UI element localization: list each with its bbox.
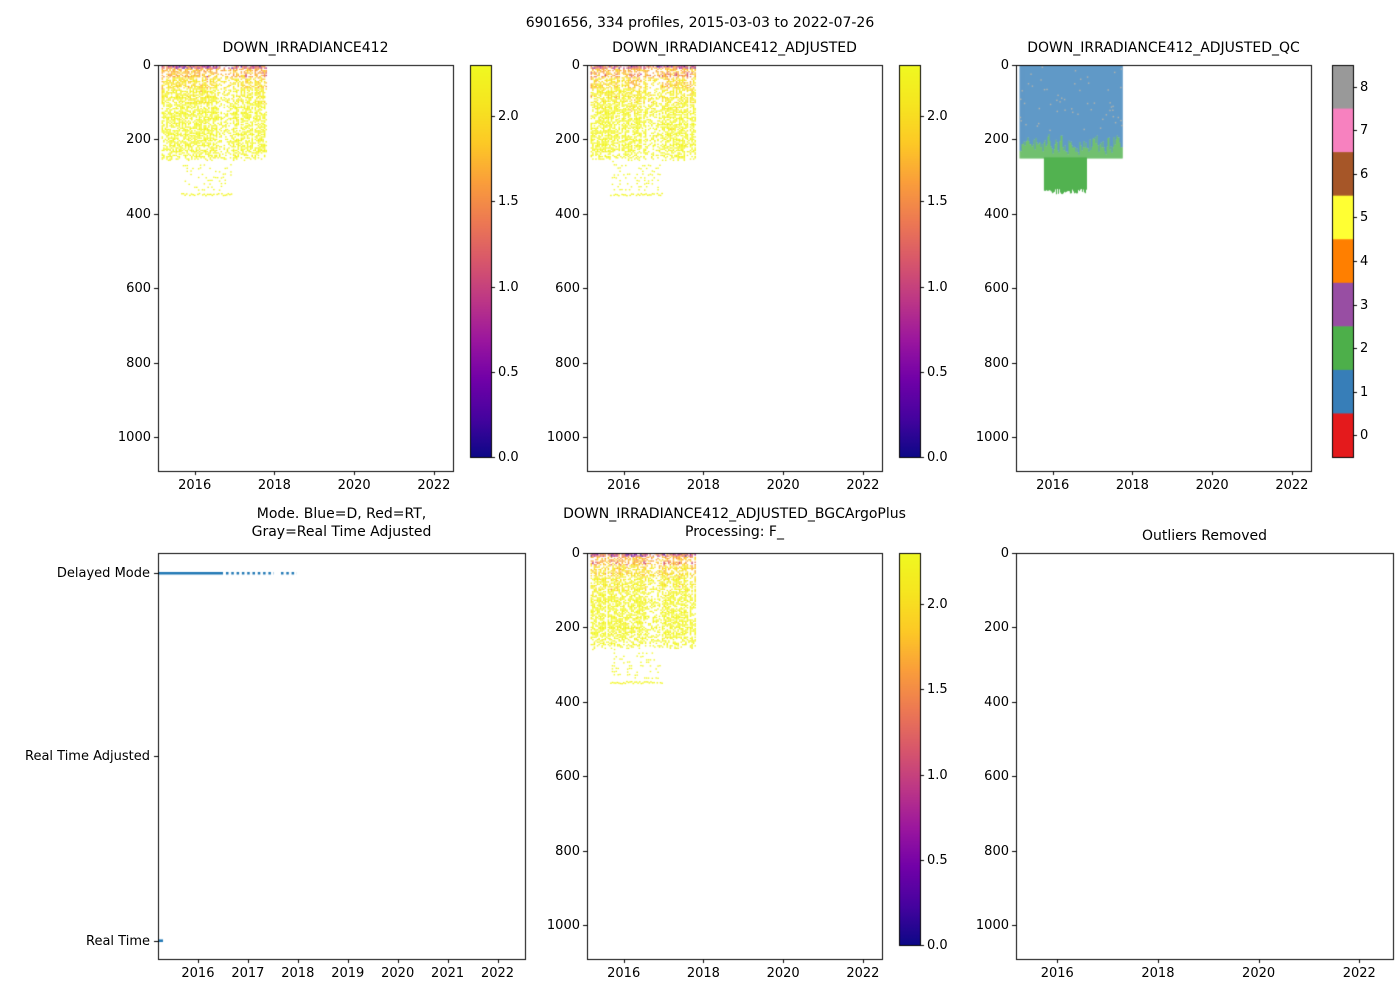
mode-category-label: Real Time Adjusted [25,749,150,764]
subplot-title-mode-line2: Gray=Real Time Adjusted [251,524,432,540]
x-tick-label: 2016 [607,966,641,981]
subplot-title-outliers-removed: Outliers Removed [1142,528,1267,544]
colorbar-tick-label: 1.5 [498,194,519,210]
y-tick-label: 400 [555,206,580,222]
colorbar-tick-label: 7 [1360,123,1369,139]
colorbar-tick-label: 8 [1360,79,1369,95]
y-tick-label: 800 [555,355,580,371]
x-tick-label: 2021 [431,966,465,981]
y-tick-label: 200 [555,132,580,148]
x-tick-label: 2016 [181,966,215,981]
x-tick-label: 2016 [1036,478,1070,493]
y-tick-label: 0 [142,58,151,73]
x-tick-label: 2020 [381,966,415,981]
colorbar-tick-label: 5 [1360,210,1369,226]
x-tick-label: 2016 [1040,966,1074,981]
colorbar-tick-label: 6 [1360,166,1369,182]
x-tick-label: 2020 [766,966,800,981]
x-tick-label: 2018 [1141,966,1175,981]
y-tick-label: 1000 [546,430,580,446]
colorbar-tick-label: 2.0 [927,597,948,613]
colorbar-tick-label: 1.0 [498,279,519,295]
x-tick-label: 2022 [846,478,880,493]
x-tick-label: 2017 [231,966,265,981]
y-tick-label: 200 [984,132,1009,148]
colorbar-tick-label: 0.0 [498,450,519,465]
colorbar-tick-label: 1 [1360,384,1369,400]
subplot-title-bgcargoplus-line1: DOWN_IRRADIANCE412_ADJUSTED_BGCArgoPlus [563,506,906,522]
y-tick-label: 200 [126,132,151,148]
colorbar-tick-label: 1.5 [927,682,948,698]
colorbar-tick-label: 0.0 [927,938,948,953]
x-tick-label: 2020 [1195,478,1229,493]
y-tick-label: 800 [126,355,151,371]
colorbar-tick-label: 1.5 [927,194,948,210]
x-tick-label: 2022 [846,966,880,981]
y-tick-label: 1000 [975,918,1009,934]
x-tick-label: 2018 [686,478,720,493]
y-tick-label: 600 [555,769,580,785]
colorbar-tick-label: 0.5 [927,852,948,868]
y-tick-label: 0 [1000,58,1009,73]
y-tick-label: 400 [984,694,1009,710]
x-tick-label: 2018 [281,966,315,981]
y-tick-label: 400 [984,206,1009,222]
y-tick-label: 1000 [117,430,151,446]
y-tick-label: 0 [1000,546,1009,561]
y-tick-label: 0 [571,58,580,73]
y-tick-label: 600 [555,281,580,297]
y-tick-label: 800 [984,843,1009,859]
subplot-title-down-irradiance412: DOWN_IRRADIANCE412 [222,40,389,56]
y-tick-label: 800 [555,843,580,859]
colorbar-tick-label: 0.5 [927,364,948,380]
mode-category-label: Delayed Mode [56,566,150,582]
colorbar-tick-label: 1.0 [927,279,948,295]
x-tick-label: 2020 [1242,966,1276,981]
y-tick-label: 0 [571,546,580,561]
y-tick-label: 600 [984,281,1009,297]
colorbar-tick-label: 2.0 [927,109,948,125]
subplot-title-down-irradiance412-adjusted-qc: DOWN_IRRADIANCE412_ADJUSTED_QC [1027,40,1300,56]
y-tick-label: 400 [555,694,580,710]
subplot-title-bgcargoplus-line2: Processing: F_ [685,524,784,540]
y-tick-label: 200 [984,620,1009,636]
mode-category-label: Real Time [86,933,150,949]
colorbar-tick-label: 0 [1360,428,1369,444]
x-tick-label: 2018 [686,966,720,981]
x-tick-label: 2022 [1342,966,1376,981]
y-tick-label: 1000 [975,430,1009,446]
x-tick-label: 2019 [331,966,365,981]
colorbar-tick-label: 2 [1360,341,1369,357]
y-tick-label: 1000 [546,918,580,934]
colorbar-tick-label: 0.0 [927,450,948,465]
colorbar-tick-label: 1.0 [927,767,948,783]
subplot-title-down-irradiance412-adjusted: DOWN_IRRADIANCE412_ADJUSTED [612,40,857,56]
x-tick-label: 2022 [480,966,515,981]
y-tick-label: 800 [984,355,1009,371]
colorbar-tick-label: 3 [1360,297,1369,313]
y-tick-label: 200 [555,620,580,636]
x-tick-label: 2022 [417,478,451,493]
x-tick-label: 2020 [766,478,800,493]
y-tick-label: 600 [984,769,1009,785]
figure-title: 6901656, 334 profiles, 2015-03-03 to 202… [525,15,875,31]
x-tick-label: 2018 [257,478,291,493]
y-tick-label: 400 [126,206,151,222]
subplot-title-mode-line1: Mode. Blue=D, Red=RT, [256,506,427,522]
colorbar-tick-label: 0.5 [498,364,519,380]
x-tick-label: 2016 [178,478,212,493]
x-tick-label: 2016 [607,478,641,493]
x-tick-label: 2022 [1275,478,1309,493]
colorbar-tick-label: 2.0 [498,109,519,125]
x-tick-label: 2018 [1115,478,1149,493]
colorbar-tick-label: 4 [1360,254,1369,269]
y-tick-label: 600 [126,281,151,297]
x-tick-label: 2020 [337,478,371,493]
